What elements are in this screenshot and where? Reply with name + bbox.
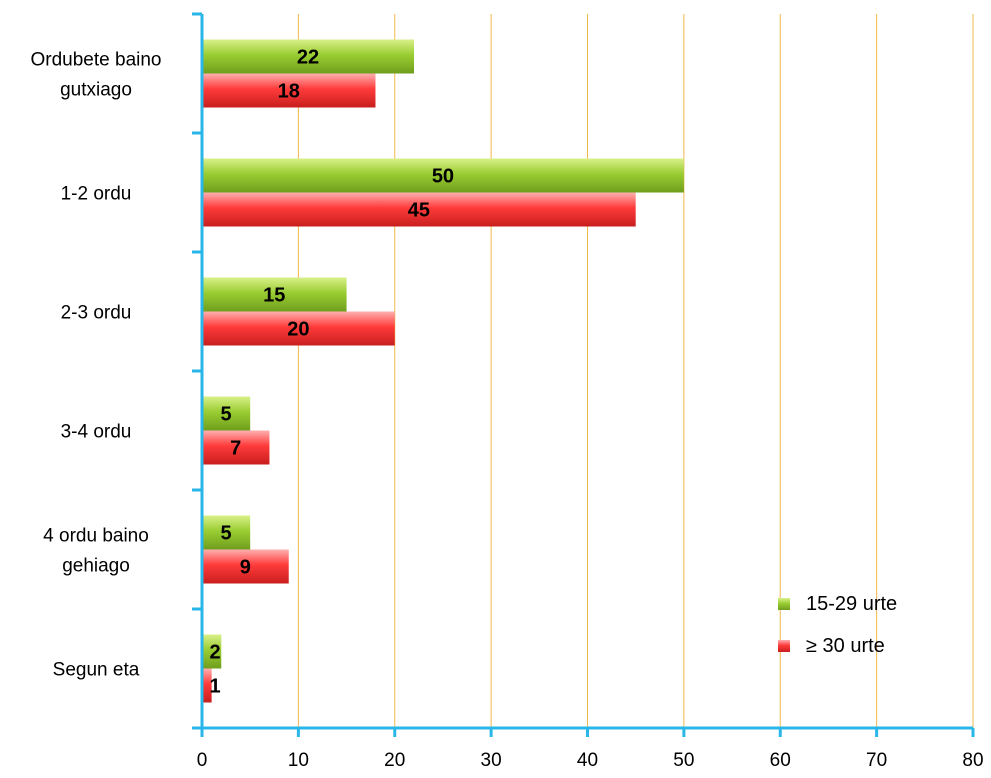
x-tick-label: 20	[384, 750, 405, 771]
bar	[202, 396, 251, 431]
x-tick-label: 50	[673, 750, 694, 771]
x-tick-label: 30	[481, 750, 502, 771]
x-tick-label: 60	[770, 750, 791, 771]
axes	[192, 12, 975, 737]
legend-label: 15-29 urte	[806, 593, 897, 615]
data-label: 9	[240, 557, 251, 579]
bars	[202, 39, 684, 703]
data-label: 18	[278, 81, 300, 103]
data-label: 5	[221, 404, 232, 426]
bar	[202, 158, 684, 193]
x-tick-label: 80	[962, 750, 983, 771]
category-label: 4 ordu baino	[43, 526, 149, 547]
gridlines	[297, 14, 974, 728]
category-label: 3-4 ordu	[61, 422, 132, 443]
data-label: 50	[432, 166, 454, 188]
bar	[202, 73, 376, 108]
legend: 15-29 urte ≥ 30 urte	[778, 593, 897, 657]
x-tick-label: 10	[288, 750, 309, 771]
bar	[202, 549, 289, 584]
category-label: Segun eta	[53, 660, 140, 681]
x-tick-label: 70	[866, 750, 887, 771]
legend-label: ≥ 30 urte	[806, 635, 885, 657]
bar	[202, 277, 347, 312]
bar	[202, 430, 270, 465]
data-label: 20	[287, 319, 309, 341]
data-label: 2	[209, 642, 220, 664]
bar	[202, 39, 415, 74]
bar	[202, 634, 222, 669]
category-label: gutxiago	[60, 80, 132, 101]
category-label: Ordubete baino	[31, 50, 162, 71]
legend-swatch	[778, 640, 790, 652]
x-tick-label: 0	[197, 750, 208, 771]
bar	[202, 668, 212, 703]
data-label: 7	[230, 438, 241, 460]
category-label: 2-3 ordu	[61, 303, 132, 324]
x-tick-label: 40	[577, 750, 598, 771]
data-label: 1	[209, 676, 220, 698]
bar	[202, 192, 636, 227]
data-label: 5	[221, 523, 232, 545]
category-label: gehiago	[62, 556, 130, 577]
bar	[202, 515, 251, 550]
data-label: 15	[263, 285, 285, 307]
bar	[202, 311, 395, 346]
legend-swatch	[778, 598, 790, 610]
category-label: 1-2 ordu	[61, 184, 132, 205]
data-label: 22	[297, 47, 319, 69]
data-label: 45	[408, 200, 430, 222]
